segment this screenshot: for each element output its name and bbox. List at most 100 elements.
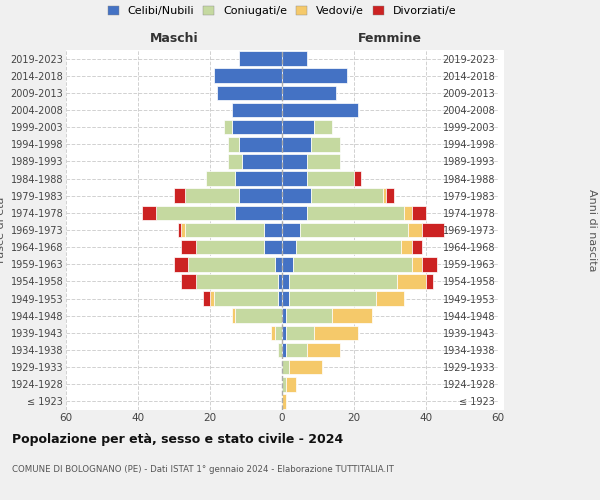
Bar <box>282 274 289 288</box>
Bar <box>412 240 422 254</box>
Bar <box>282 154 307 168</box>
Bar <box>275 326 282 340</box>
Bar <box>264 240 282 254</box>
Bar <box>286 326 314 340</box>
Bar <box>282 326 286 340</box>
Bar <box>214 292 278 306</box>
Bar <box>282 68 347 83</box>
Bar <box>282 52 307 66</box>
Bar <box>275 257 282 272</box>
Bar <box>307 154 340 168</box>
Bar <box>311 188 383 203</box>
Bar <box>386 188 394 203</box>
Bar <box>232 120 282 134</box>
Bar <box>242 154 282 168</box>
Bar <box>282 102 358 118</box>
Bar <box>289 292 376 306</box>
Bar <box>224 120 232 134</box>
Bar <box>235 206 282 220</box>
Bar <box>217 86 282 100</box>
Bar <box>174 188 185 203</box>
Bar <box>282 120 314 134</box>
Bar <box>185 222 264 238</box>
Bar <box>235 172 282 186</box>
Bar <box>422 222 444 238</box>
Bar <box>235 308 282 323</box>
Bar <box>286 342 307 357</box>
Bar <box>282 222 300 238</box>
Bar <box>401 240 412 254</box>
Bar <box>239 188 282 203</box>
Bar <box>282 342 286 357</box>
Bar <box>181 222 185 238</box>
Bar <box>181 240 196 254</box>
Bar <box>354 172 361 186</box>
Bar <box>278 292 282 306</box>
Bar <box>196 240 264 254</box>
Bar <box>181 274 196 288</box>
Text: COMUNE DI BOLOGNANO (PE) - Dati ISTAT 1° gennaio 2024 - Elaborazione TUTTITALIA.: COMUNE DI BOLOGNANO (PE) - Dati ISTAT 1°… <box>12 466 394 474</box>
Bar <box>278 342 282 357</box>
Bar <box>296 240 401 254</box>
Bar <box>376 292 404 306</box>
Bar <box>314 326 358 340</box>
Bar <box>408 222 422 238</box>
Bar <box>206 172 235 186</box>
Bar <box>178 222 181 238</box>
Bar <box>282 377 286 392</box>
Bar <box>282 240 296 254</box>
Bar <box>314 120 332 134</box>
Bar <box>210 292 214 306</box>
Bar <box>188 257 275 272</box>
Bar <box>271 326 275 340</box>
Bar <box>278 274 282 288</box>
Bar <box>282 206 307 220</box>
Bar <box>142 206 156 220</box>
Bar <box>289 360 322 374</box>
Bar <box>156 206 235 220</box>
Bar <box>307 206 404 220</box>
Text: Femmine: Femmine <box>358 32 422 45</box>
Bar <box>264 222 282 238</box>
Bar <box>307 342 340 357</box>
Bar <box>300 222 408 238</box>
Bar <box>196 274 278 288</box>
Bar <box>282 292 289 306</box>
Bar <box>293 257 412 272</box>
Bar <box>307 172 354 186</box>
Bar <box>282 360 289 374</box>
Bar <box>282 86 336 100</box>
Bar <box>282 257 293 272</box>
Text: Anni di nascita: Anni di nascita <box>587 188 597 271</box>
Bar <box>383 188 386 203</box>
Bar <box>332 308 372 323</box>
Bar <box>422 257 437 272</box>
Bar <box>282 394 286 408</box>
Bar <box>412 206 426 220</box>
Bar <box>282 172 307 186</box>
Bar <box>232 102 282 118</box>
Bar <box>228 154 242 168</box>
Bar <box>239 137 282 152</box>
Bar <box>228 137 239 152</box>
Bar <box>286 377 296 392</box>
Bar <box>239 52 282 66</box>
Bar <box>426 274 433 288</box>
Bar <box>289 274 397 288</box>
Text: Maschi: Maschi <box>149 32 199 45</box>
Bar <box>397 274 426 288</box>
Bar <box>286 308 332 323</box>
Bar <box>214 68 282 83</box>
Bar <box>311 137 340 152</box>
Bar <box>282 188 311 203</box>
Bar <box>282 308 286 323</box>
Bar <box>203 292 210 306</box>
Legend: Celibi/Nubili, Coniugati/e, Vedovi/e, Divorziati/e: Celibi/Nubili, Coniugati/e, Vedovi/e, Di… <box>107 6 457 16</box>
Bar <box>232 308 235 323</box>
Bar <box>174 257 188 272</box>
Text: Popolazione per età, sesso e stato civile - 2024: Popolazione per età, sesso e stato civil… <box>12 432 343 446</box>
Bar <box>185 188 239 203</box>
Bar <box>412 257 422 272</box>
Bar <box>282 137 311 152</box>
Y-axis label: Fasce di età: Fasce di età <box>0 197 6 263</box>
